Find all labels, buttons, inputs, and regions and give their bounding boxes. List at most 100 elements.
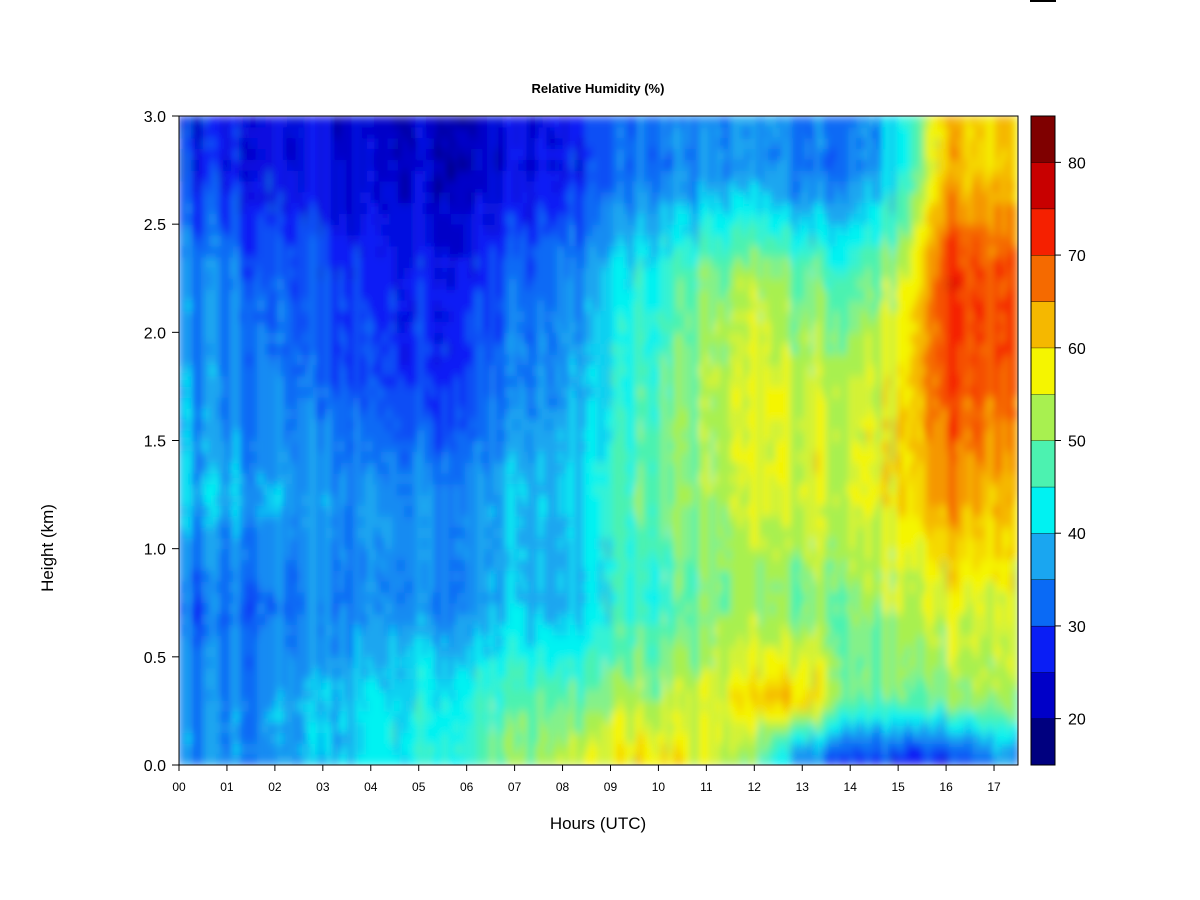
heat-cell	[962, 700, 967, 712]
heat-cell	[790, 646, 795, 658]
heat-cell	[898, 516, 903, 528]
heat-cell	[654, 505, 660, 517]
heat-cell	[554, 700, 560, 712]
heat-cell	[342, 700, 348, 712]
heat-cell	[950, 581, 955, 593]
heat-cell	[510, 689, 516, 701]
heat-cell	[422, 678, 428, 690]
heat-cell	[386, 635, 392, 647]
heat-cell	[626, 721, 632, 734]
heat-cell	[590, 667, 596, 680]
heat-cell	[566, 721, 572, 734]
heat-cell	[478, 754, 484, 765]
heat-cell	[194, 700, 200, 712]
heat-cell	[490, 689, 496, 701]
heat-cell	[378, 548, 384, 561]
heat-cell	[814, 743, 819, 755]
heat-cell	[594, 678, 600, 690]
heat-cell	[470, 646, 476, 658]
heat-cell	[578, 570, 584, 582]
heat-cell	[978, 689, 983, 701]
heat-cell	[206, 646, 212, 658]
heat-cell	[522, 689, 528, 701]
heat-cell	[930, 516, 935, 528]
heat-cell	[1002, 732, 1007, 744]
heat-cell	[726, 721, 731, 734]
heat-cell	[298, 689, 304, 701]
heat-cell	[294, 656, 300, 669]
heat-cell	[414, 602, 420, 615]
heat-cell	[838, 527, 843, 539]
heat-cell	[802, 689, 807, 701]
heat-cell	[586, 678, 592, 690]
heat-cell	[350, 602, 356, 615]
heat-cell	[662, 527, 668, 539]
heat-cell	[218, 570, 224, 582]
heat-cell	[206, 721, 212, 734]
heat-cell	[454, 516, 460, 528]
heat-cell	[534, 591, 540, 604]
heat-cell	[806, 678, 811, 690]
heat-cell	[186, 516, 192, 528]
heat-cell	[594, 754, 600, 765]
heat-cell	[790, 537, 795, 550]
heat-cell	[462, 646, 468, 658]
heat-cell	[882, 602, 887, 615]
heat-cell	[566, 548, 572, 561]
heat-cell	[718, 581, 723, 593]
heat-cell	[582, 754, 588, 765]
heat-cell	[358, 710, 364, 723]
heat-cell	[314, 559, 320, 571]
heat-cell	[954, 635, 959, 647]
heat-cell	[290, 743, 296, 755]
heat-cell	[478, 559, 484, 571]
heat-cell	[718, 689, 723, 701]
heat-cell	[426, 581, 432, 593]
heat-cell	[802, 613, 807, 625]
heat-cell	[554, 505, 560, 517]
heat-cell	[1010, 548, 1015, 561]
heat-cell	[430, 678, 436, 690]
heat-cell	[322, 559, 328, 571]
heat-cell	[798, 754, 803, 765]
heat-cell	[470, 613, 476, 625]
heat-cell	[646, 537, 652, 550]
heat-cell	[302, 656, 308, 669]
heat-cell	[542, 602, 548, 615]
heat-cell	[370, 548, 376, 561]
heat-cell	[434, 613, 440, 625]
heat-cell	[662, 721, 668, 734]
heat-cell	[186, 624, 192, 636]
heat-cell	[230, 624, 236, 636]
heat-cell	[650, 559, 656, 571]
heat-cell	[866, 613, 871, 625]
heat-cell	[618, 635, 624, 647]
heat-cell	[602, 700, 608, 712]
heat-cell	[238, 559, 244, 571]
heat-cell	[766, 624, 771, 636]
heat-cell	[570, 527, 576, 539]
heat-cell	[386, 591, 392, 604]
heat-cell	[862, 602, 867, 615]
heat-cell	[894, 646, 899, 658]
heat-cell	[822, 516, 827, 528]
heat-cell	[810, 667, 815, 680]
heat-cell	[586, 700, 592, 712]
heat-cell	[578, 721, 584, 734]
heat-cell	[706, 656, 711, 669]
heat-cell	[910, 581, 915, 593]
heat-cell	[854, 678, 859, 690]
heat-cell	[914, 656, 919, 669]
heat-cell	[834, 613, 839, 625]
heat-cell	[602, 689, 608, 701]
heat-cell	[586, 548, 592, 561]
heat-cell	[954, 710, 959, 723]
heat-cell	[506, 537, 512, 550]
heat-cell	[350, 656, 356, 669]
heat-cell	[898, 537, 903, 550]
heat-cell	[390, 678, 396, 690]
heat-cell	[270, 732, 276, 744]
heat-cell	[538, 689, 544, 701]
heat-cell	[286, 570, 292, 582]
heat-cell	[418, 721, 424, 734]
